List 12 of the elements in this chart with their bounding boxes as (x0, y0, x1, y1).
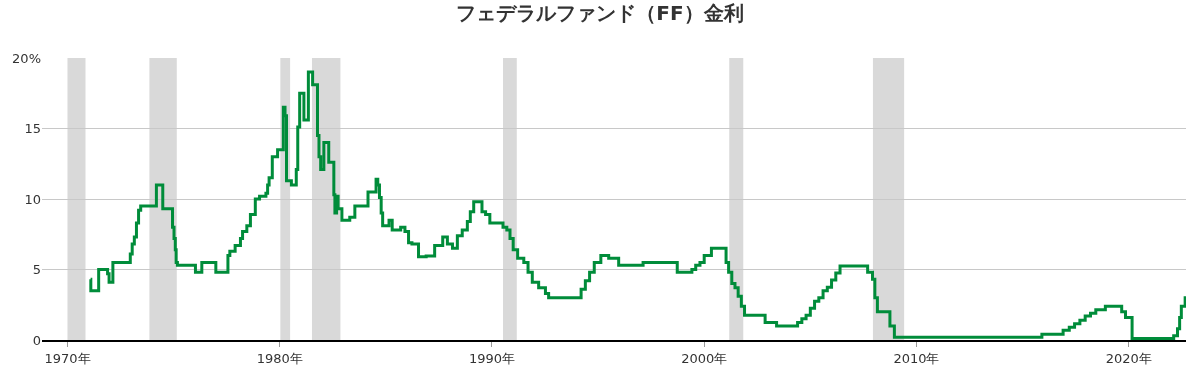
x-tick-label: 1990年 (468, 350, 516, 366)
x-tick-label: 1970年 (44, 350, 91, 366)
x-tick-label: 1980年 (256, 350, 303, 366)
x-tick-label: 2020年 (1105, 350, 1152, 366)
y-tick-label: 5 (32, 262, 41, 278)
chart-title: フェデラルファンド（FF）金利 (456, 0, 744, 25)
y-tick-label: 15 (24, 121, 41, 137)
y-tick-label: 10 (24, 191, 41, 207)
y-tick-label: 0 (32, 332, 41, 348)
x-tick-label: 2000年 (681, 350, 728, 366)
y-tick-label: 20% (12, 50, 41, 66)
x-tick-label: 2010年 (893, 350, 940, 366)
